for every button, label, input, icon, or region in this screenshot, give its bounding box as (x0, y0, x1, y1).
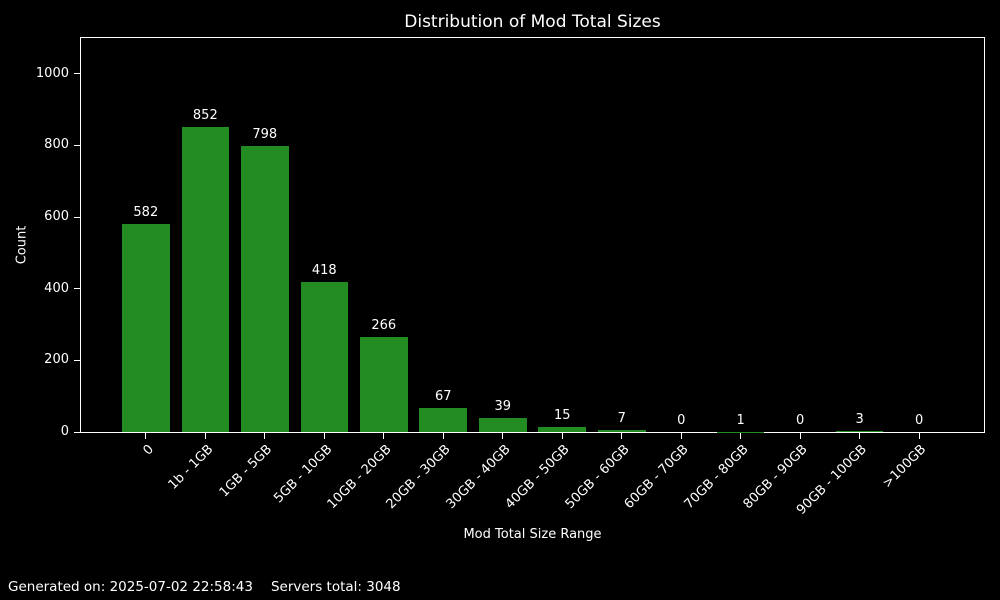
x-tick-mark (621, 433, 623, 439)
bar-value-label: 3 (855, 411, 864, 427)
x-tick-mark (918, 433, 920, 439)
x-tick-mark (145, 433, 147, 439)
x-tick-mark (442, 433, 444, 439)
x-tick-label-text: >100GB (880, 442, 930, 492)
x-tick-mark (264, 433, 266, 439)
bar-value-label: 418 (311, 263, 337, 279)
bar (478, 418, 527, 432)
bar-value-label: 582 (133, 204, 159, 220)
y-axis-label: Count (14, 225, 30, 265)
bar-value-label: 67 (434, 389, 452, 405)
x-tick-label-text: 0 (139, 442, 157, 459)
y-tick-label: 800 (44, 137, 69, 153)
bar (359, 336, 408, 432)
bar (241, 146, 289, 432)
bar-value-label: 798 (252, 127, 278, 143)
bar-value-label: 266 (371, 317, 397, 333)
x-tick-mark (680, 433, 682, 439)
x-tick-mark (502, 433, 504, 439)
y-tick-mark (74, 216, 80, 218)
bar (538, 426, 587, 432)
x-tick-mark (204, 433, 206, 439)
bar-value-label: 1 (736, 412, 745, 428)
x-tick-label-text: 5GB - 10GB (270, 442, 335, 507)
x-tick-mark (859, 433, 861, 439)
x-tick-mark (740, 433, 742, 439)
bar-value-label: 0 (915, 413, 924, 428)
y-tick-label: 200 (44, 352, 69, 368)
bar-value-label: 39 (494, 399, 512, 415)
y-tick-mark (74, 288, 80, 290)
bar (300, 282, 349, 432)
y-tick-label: 1000 (35, 65, 69, 81)
y-tick-mark (74, 359, 80, 361)
footer-generated-timestamp: Generated on: 2025-07-02 22:58:43 (8, 579, 253, 595)
bar-value-label: 0 (796, 413, 805, 428)
x-tick-mark (561, 433, 563, 439)
bar (835, 430, 884, 432)
y-tick-label: 400 (44, 280, 69, 296)
x-tick-label-text: 1b - 1GB (165, 442, 216, 493)
bar-value-label: 7 (617, 410, 626, 426)
x-tick-mark (323, 433, 325, 439)
y-tick-label: 0 (60, 424, 69, 439)
bar (122, 223, 170, 432)
bar (181, 126, 230, 432)
bar (419, 408, 468, 432)
y-tick-mark (74, 73, 80, 75)
footer: Generated on: 2025-07-02 22:58:43 Server… (8, 579, 401, 595)
y-tick-mark (74, 144, 80, 146)
y-tick-mark (74, 431, 80, 433)
x-tick-mark (383, 433, 385, 439)
bar-value-label: 852 (192, 107, 218, 123)
y-tick-label: 600 (44, 209, 69, 225)
bar-value-label: 0 (677, 413, 686, 428)
bar-value-label: 15 (553, 407, 571, 423)
chart-title: Distribution of Mod Total Sizes (404, 12, 661, 32)
x-tick-mark (799, 433, 801, 439)
x-axis-label: Mod Total Size Range (463, 527, 602, 542)
plot-area: 582 0 852 1b - 1GB 798 1GB - 5GB 418 5GB - 10GB… (36, 37, 985, 518)
x-tick-label-text: 1GB - 5GB (217, 442, 276, 501)
footer-servers-total: Servers total: 3048 (270, 579, 401, 595)
bar (597, 429, 646, 432)
